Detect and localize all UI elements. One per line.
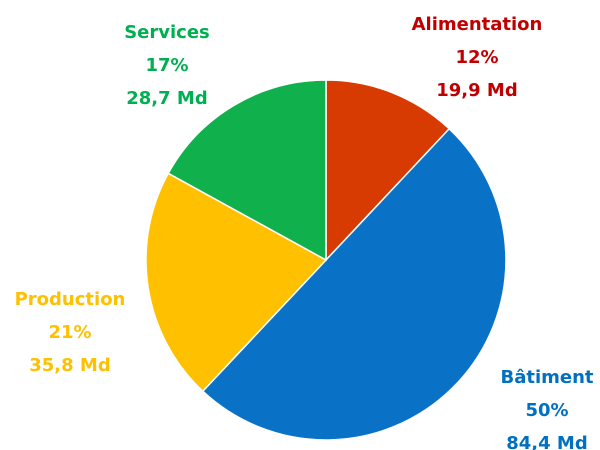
slice-amount: 19,9 Md — [436, 80, 517, 101]
pie-slice — [325, 79, 451, 262]
pie-slice — [145, 172, 328, 393]
slice-label: Production — [15, 289, 126, 310]
slice-amount: 35,8 Md — [29, 355, 110, 376]
slice-percent: 17% — [145, 55, 188, 76]
slice-percent: 12% — [455, 47, 498, 68]
slice-percent: 50% — [525, 400, 568, 421]
pie-slice — [201, 127, 507, 441]
slice-amount: 28,7 Md — [126, 88, 207, 109]
slice-label: Alimentation — [412, 14, 543, 35]
slice-percent: 21% — [48, 322, 91, 343]
slice-label: Bâtiment — [500, 367, 593, 388]
pie-slice — [167, 79, 327, 262]
slice-amount: 84,4 Md — [506, 433, 587, 450]
slice-label: Services — [124, 22, 210, 43]
